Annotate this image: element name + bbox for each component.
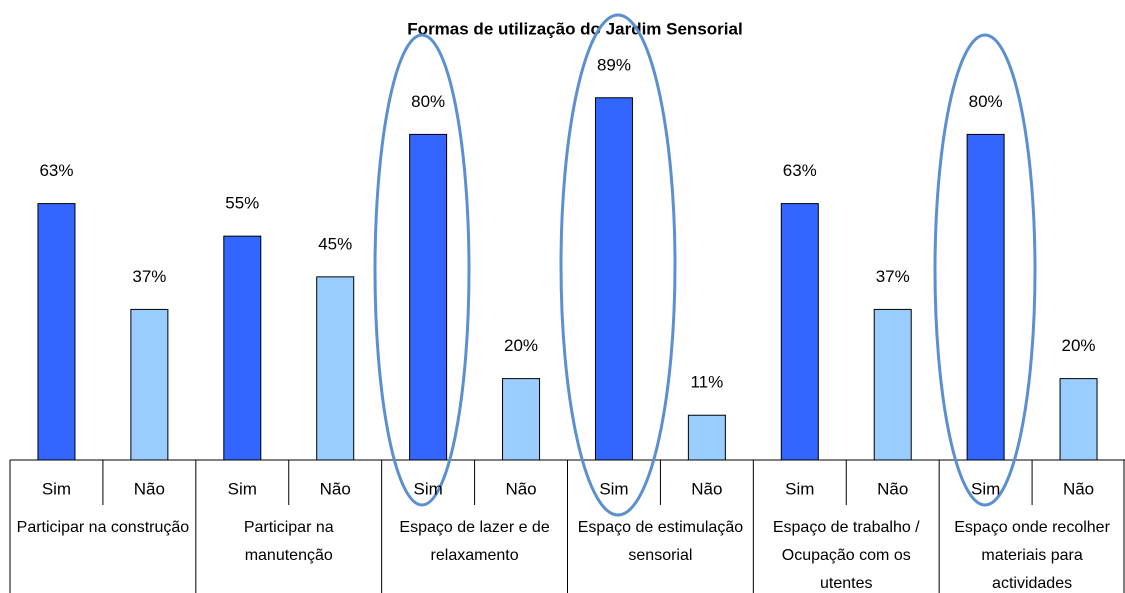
x-tick-label: Não (134, 479, 165, 498)
data-label: 20% (1062, 336, 1096, 355)
group-label: Participar na construção (16, 519, 190, 536)
data-label: 63% (783, 161, 817, 180)
bars (37, 97, 1098, 461)
data-label: 37% (876, 267, 910, 286)
x-tick-label: Sim (785, 479, 814, 498)
bar (594, 97, 633, 461)
x-tick-label: Não (505, 479, 536, 498)
highlight-ellipse (559, 13, 677, 517)
group-label: Espaço de trabalho / Ocupação com os ute… (772, 519, 920, 592)
bar (316, 276, 355, 461)
group-label: Espaço de lazer e de relaxamento (399, 519, 550, 564)
bar (873, 308, 912, 461)
data-label: 20% (504, 336, 538, 355)
data-label: 55% (225, 194, 259, 213)
data-label: 63% (39, 161, 73, 180)
data-label: 80% (411, 92, 445, 111)
x-tick-label: Não (320, 479, 351, 498)
chart-title: Formas de utilização do Jardim Sensorial (407, 19, 742, 38)
data-label: 37% (132, 267, 166, 286)
group-label: Espaço de estimulação sensorial (577, 519, 744, 564)
data-label: 89% (597, 55, 631, 74)
data-label: 45% (318, 234, 352, 253)
bar (223, 235, 262, 461)
x-tick-label: Sim (228, 479, 257, 498)
bar (966, 133, 1005, 461)
x-tick-label: Sim (971, 479, 1000, 498)
highlight-ellipse (373, 33, 471, 507)
bar (130, 308, 169, 461)
x-tick-label: Sim (42, 479, 71, 498)
bar (409, 133, 448, 461)
x-tick-label: Não (877, 479, 908, 498)
bar (37, 203, 76, 461)
bar (502, 378, 541, 461)
x-tick-label: Não (691, 479, 722, 498)
group-label: Participar na manutenção (243, 519, 334, 564)
data-label: 11% (690, 373, 723, 392)
bar (687, 414, 726, 461)
highlight-ellipse (933, 33, 1037, 507)
x-tick-label: Sim (599, 479, 628, 498)
x-tick-label: Não (1063, 479, 1094, 498)
bar (780, 203, 819, 461)
bar (1059, 378, 1098, 461)
x-tick-label: Sim (413, 479, 442, 498)
data-label: 80% (969, 92, 1003, 111)
group-label: Espaço onde recolher materiais para acti… (954, 519, 1110, 592)
